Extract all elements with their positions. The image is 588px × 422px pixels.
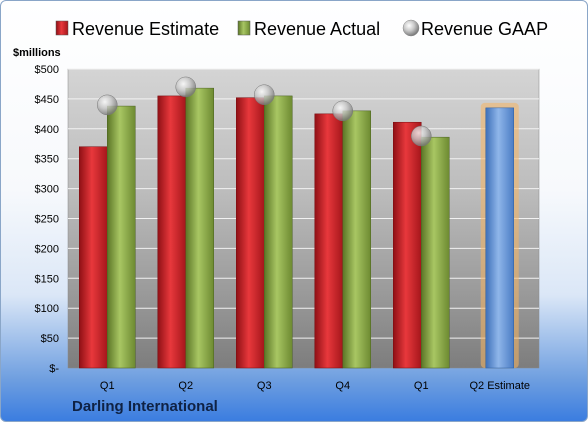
bar-revenue-actual (185, 87, 214, 369)
x-tick-label: Q3 (257, 380, 272, 392)
y-tick-label: $50 (41, 333, 59, 345)
legend-label: Revenue GAAP (421, 19, 548, 39)
x-tick-label: Q1 (414, 380, 429, 392)
y-tick-label: $300 (35, 184, 59, 196)
marker-revenue-gaap (97, 94, 118, 116)
bars (79, 87, 519, 369)
bar-revenue-estimate (236, 97, 265, 369)
x-tick-label: Q2 (178, 380, 193, 392)
bar-projection (485, 107, 514, 369)
legend-swatch (55, 20, 69, 36)
x-tick-label: Q4 (335, 380, 350, 392)
gaap-markers (97, 76, 432, 147)
y-tick-label: $250 (35, 214, 59, 226)
legend: Revenue Estimate Revenue Actual Revenue GA… (55, 19, 548, 39)
bar-revenue-estimate (393, 121, 422, 369)
bar-revenue-actual (342, 110, 371, 369)
bar-revenue-actual (421, 136, 450, 369)
marker-revenue-gaap (254, 84, 275, 105)
bar-revenue-actual (264, 95, 293, 369)
y-tick-label: $150 (35, 273, 59, 285)
bar-revenue-estimate (79, 146, 108, 369)
legend-label: Revenue Actual (254, 19, 380, 39)
y-tick-label: $100 (35, 303, 59, 315)
company-name: Darling International (72, 398, 218, 415)
y-tick-label: $350 (35, 154, 59, 166)
legend-swatch (402, 19, 420, 37)
bar-revenue-estimate (314, 113, 343, 369)
y-tick-label: $400 (35, 124, 59, 136)
bar-revenue-estimate (157, 95, 186, 369)
legend-swatch (237, 20, 251, 36)
y-tick-label: $- (49, 363, 59, 375)
y-tick-label: $450 (35, 94, 59, 106)
marker-revenue-gaap (175, 76, 196, 98)
x-tick-label: Q1 (100, 380, 115, 392)
y-axis-unit-label: $millions (13, 47, 61, 59)
x-tick-label: Q2 Estimate (469, 380, 530, 392)
gridlines (68, 68, 539, 339)
legend-label: Revenue Estimate (72, 19, 219, 39)
y-axis-ticks: $- $50 $100 $150 $200 $250 $300 $350 $400 $450 $50… (35, 64, 60, 375)
x-axis-ticks: Q1 Q2 Q3 Q4 Q1 Q2 Estimate (100, 380, 530, 392)
y-tick-label: $500 (35, 64, 59, 76)
bar-revenue-actual (107, 105, 136, 369)
marker-revenue-gaap (332, 100, 353, 122)
marker-revenue-gaap (411, 125, 432, 147)
y-tick-label: $200 (35, 243, 59, 255)
